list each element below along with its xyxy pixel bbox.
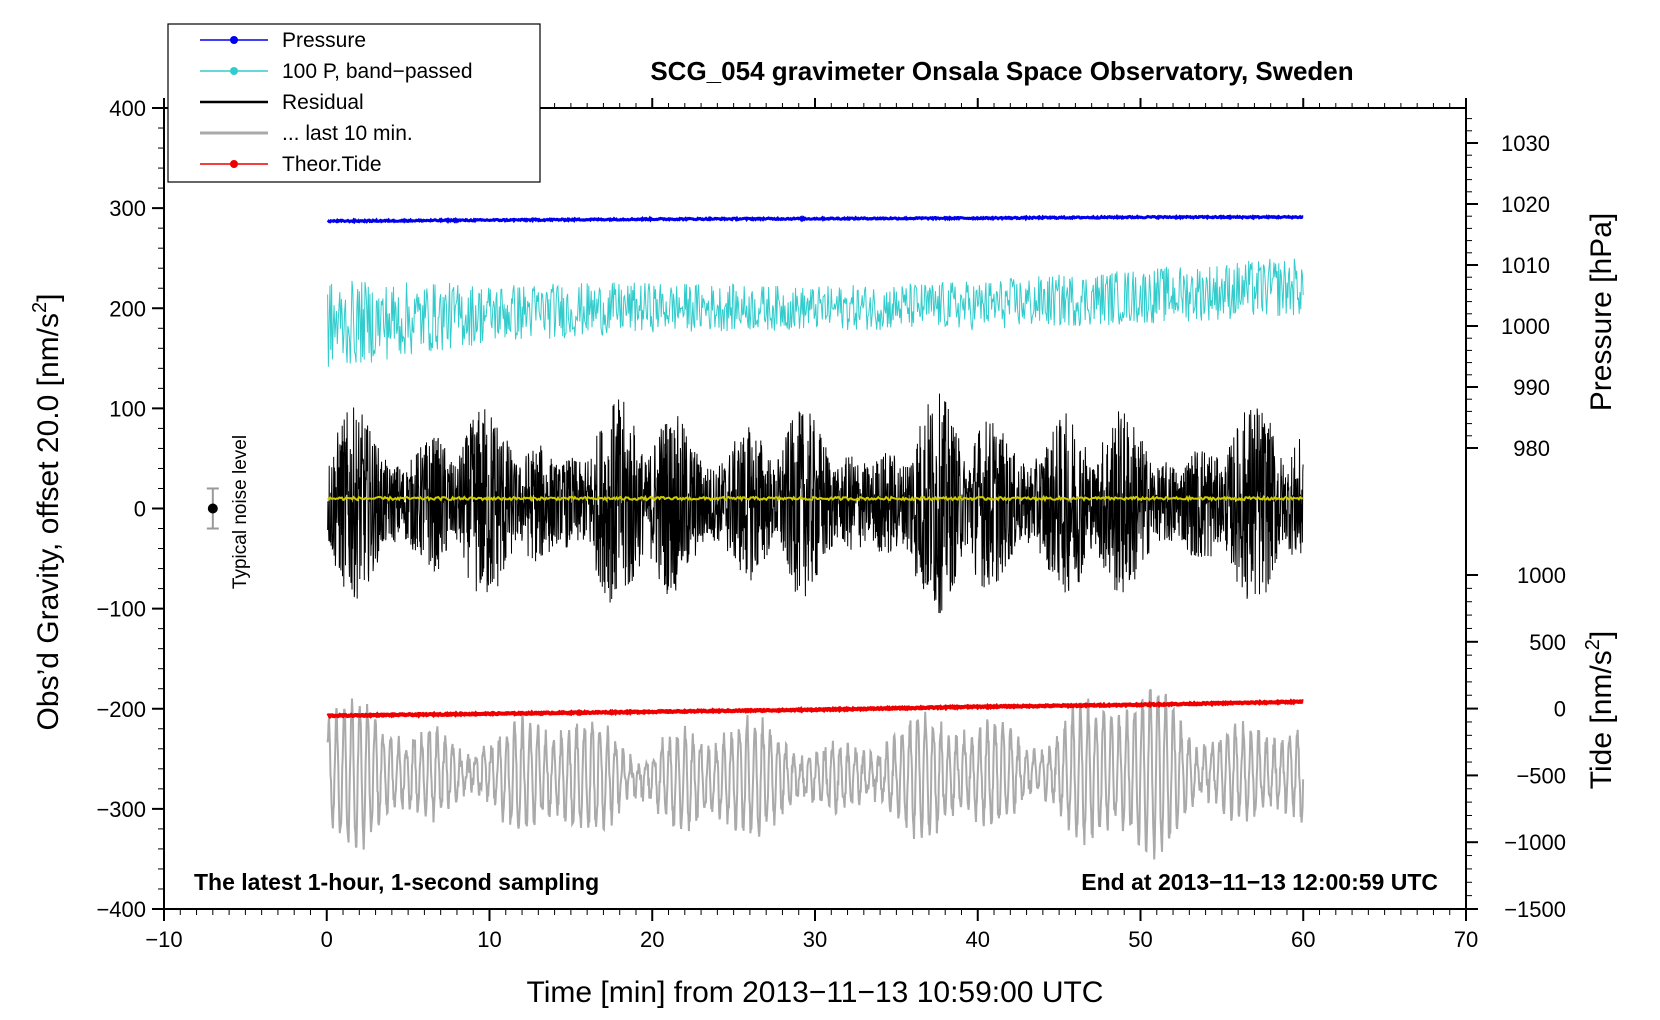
legend-label: ... last 10 min. [282, 122, 413, 145]
sampling-note: The latest 1-hour, 1-second sampling [194, 869, 599, 895]
y-tick-label: 300 [109, 196, 146, 221]
x-axis: −10 0 10 20 30 40 50 60 70 [145, 98, 1478, 952]
legend-marker [230, 36, 238, 44]
x-tick-label: 40 [966, 927, 990, 952]
legend-label: 100 P, band−passed [282, 60, 473, 83]
chart-title: SCG_054 gravimeter Onsala Space Observat… [650, 56, 1353, 86]
series-pressure [326, 213, 1304, 225]
x-tick-label: 10 [477, 927, 501, 952]
pressure-tick-label: 1000 [1501, 314, 1550, 339]
tide-tick-label: −1000 [1504, 830, 1566, 855]
tide-tick-label: −1500 [1504, 897, 1566, 922]
series-residual-smoothed [327, 494, 1304, 503]
y-tick-label: −300 [96, 797, 146, 822]
x-tick-label: 70 [1454, 927, 1478, 952]
tide-axis-title: Tide [nm/s2] [1582, 631, 1618, 789]
y-axis-tide: 1000 500 0 −500 −1000 −1500 [1466, 563, 1566, 922]
pressure-tick-label: 1020 [1501, 192, 1550, 217]
x-tick-label: 60 [1291, 927, 1315, 952]
series-last-10-min [326, 688, 1305, 860]
tide-tick-label: 500 [1529, 630, 1566, 655]
noise-point [207, 503, 218, 514]
y-tick-label: −100 [96, 597, 146, 622]
y-tick-label: 0 [134, 497, 146, 522]
legend-marker [230, 160, 238, 168]
x-tick-label: −10 [145, 927, 182, 952]
legend-label: Residual [282, 91, 364, 114]
pressure-tick-label: 990 [1513, 375, 1550, 400]
y-axis-title: Obs’d Gravity, offset 20.0 [nm/s2] [29, 294, 65, 731]
x-tick-label: 0 [321, 927, 333, 952]
pressure-tick-label: 980 [1513, 436, 1550, 461]
legend-marker [230, 67, 238, 75]
x-tick-label: 20 [640, 927, 664, 952]
legend: Pressure 100 P, band−passed Residual ... la… [200, 29, 473, 176]
y-tick-label: 400 [109, 96, 146, 121]
y-tick-label: 200 [109, 296, 146, 321]
end-time-note: End at 2013−11−13 12:00:59 UTC [1081, 869, 1438, 895]
legend-label: Pressure [282, 29, 366, 52]
series-theor-tide [326, 698, 1304, 720]
pressure-tick-label: 1030 [1501, 131, 1550, 156]
y-tick-label: −200 [96, 697, 146, 722]
y-axis-pressure: 1030 1020 1010 1000 990 980 [1466, 118, 1550, 461]
y-axis-gravity: 400 300 200 100 0 −100 −200 −300 −400 [96, 96, 164, 922]
noise-label: Typical noise level [230, 435, 251, 589]
pressure-tick-label: 1010 [1501, 253, 1550, 278]
legend-label: Theor.Tide [282, 153, 382, 176]
y-tick-label: 100 [109, 396, 146, 421]
tide-tick-label: 1000 [1517, 563, 1566, 588]
tide-tick-label: 0 [1554, 697, 1566, 722]
y-tick-label: −400 [96, 897, 146, 922]
series-residual [327, 393, 1304, 614]
noise-indicator [206, 487, 219, 530]
x-axis-title: Time [min] from 2013−11−13 10:59:00 UTC [527, 976, 1104, 1009]
x-tick-label: 50 [1128, 927, 1152, 952]
series-layer [326, 213, 1305, 860]
series-band-passed [327, 258, 1304, 367]
tide-tick-label: −500 [1516, 763, 1566, 788]
x-tick-label: 30 [803, 927, 827, 952]
pressure-axis-title: Pressure [hPa] [1585, 213, 1618, 411]
